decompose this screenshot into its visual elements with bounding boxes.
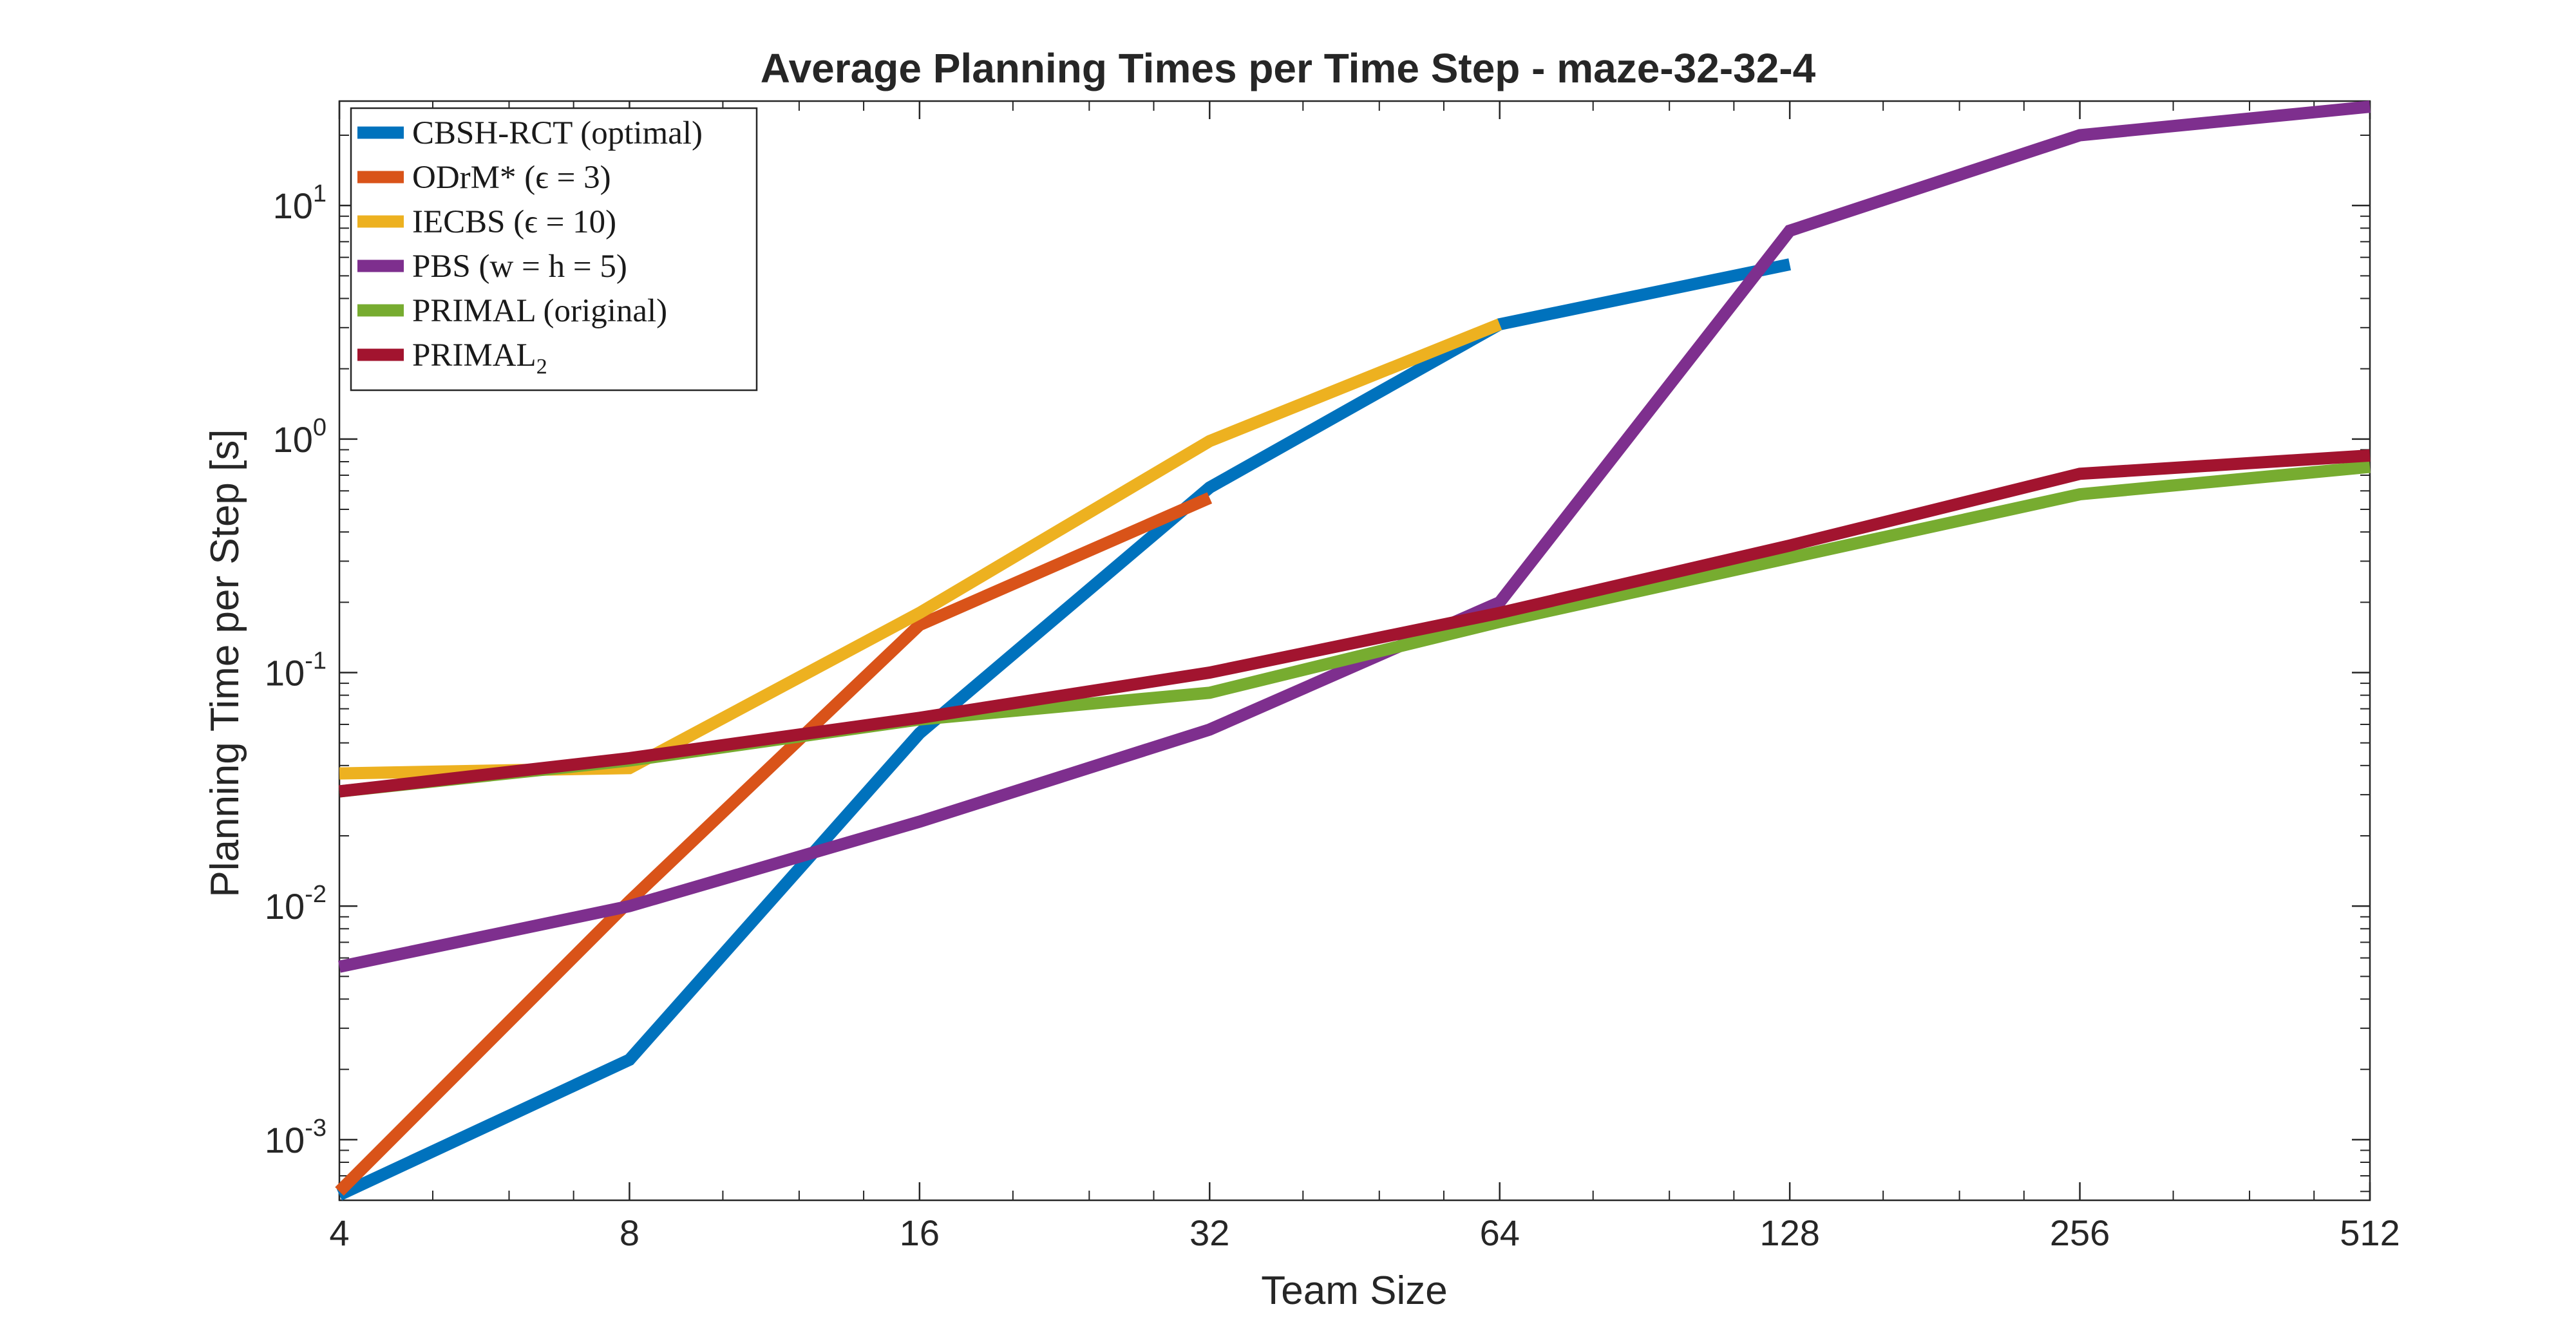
y-axis-label: Planning Time per Step [s]: [203, 429, 247, 897]
minor-ticks: [338, 101, 2371, 1200]
x-tick-label: 256: [2050, 1213, 2110, 1253]
chart-title: Average Planning Times per Time Step - m…: [761, 45, 1816, 91]
x-axis-tick-labels: 4 8 16 32 64 128 256 512: [329, 1213, 2400, 1253]
y-tick-label: 100: [273, 414, 327, 460]
x-tick-label: 4: [329, 1213, 349, 1253]
legend-label: PBS (w = h = 5): [412, 249, 627, 285]
legend-label: ODrM* (ϵ = 3): [412, 160, 611, 196]
x-tick-label: 128: [1759, 1213, 1819, 1253]
y-tick-label: 101: [273, 180, 327, 226]
legend-label: IECBS (ϵ = 10): [412, 204, 616, 240]
x-tick-label: 32: [1189, 1213, 1229, 1253]
x-tick-label: 512: [2340, 1213, 2400, 1253]
legend-label: CBSH-RCT (optimal): [412, 115, 703, 151]
series-line-2: [335, 492, 1213, 1196]
legend-box: [350, 107, 758, 392]
series-lines: [335, 100, 2371, 1201]
y-tick-label: 10-3: [265, 1115, 327, 1160]
series-line-4: [338, 100, 2371, 973]
x-axis-label: Team Size: [1261, 1269, 1447, 1313]
legend-label: PRIMAL2: [412, 337, 547, 379]
legend: CBSH-RCT (optimal) ODrM* (ϵ = 3) IECBS (ϵ …: [350, 107, 758, 392]
y-tick-label: 10-2: [265, 881, 327, 927]
x-tick-label: 16: [900, 1213, 940, 1253]
series-line-6: [338, 449, 2371, 798]
x-tick-label: 8: [620, 1213, 639, 1253]
y-axis-tick-labels: 10-3 10-2 10-1 100 101: [265, 180, 327, 1160]
legend-label: PRIMAL (original): [412, 293, 667, 329]
y-tick-label: 10-1: [265, 648, 327, 694]
series-line-1: [336, 258, 1792, 1201]
x-tick-label: 64: [1480, 1213, 1520, 1253]
